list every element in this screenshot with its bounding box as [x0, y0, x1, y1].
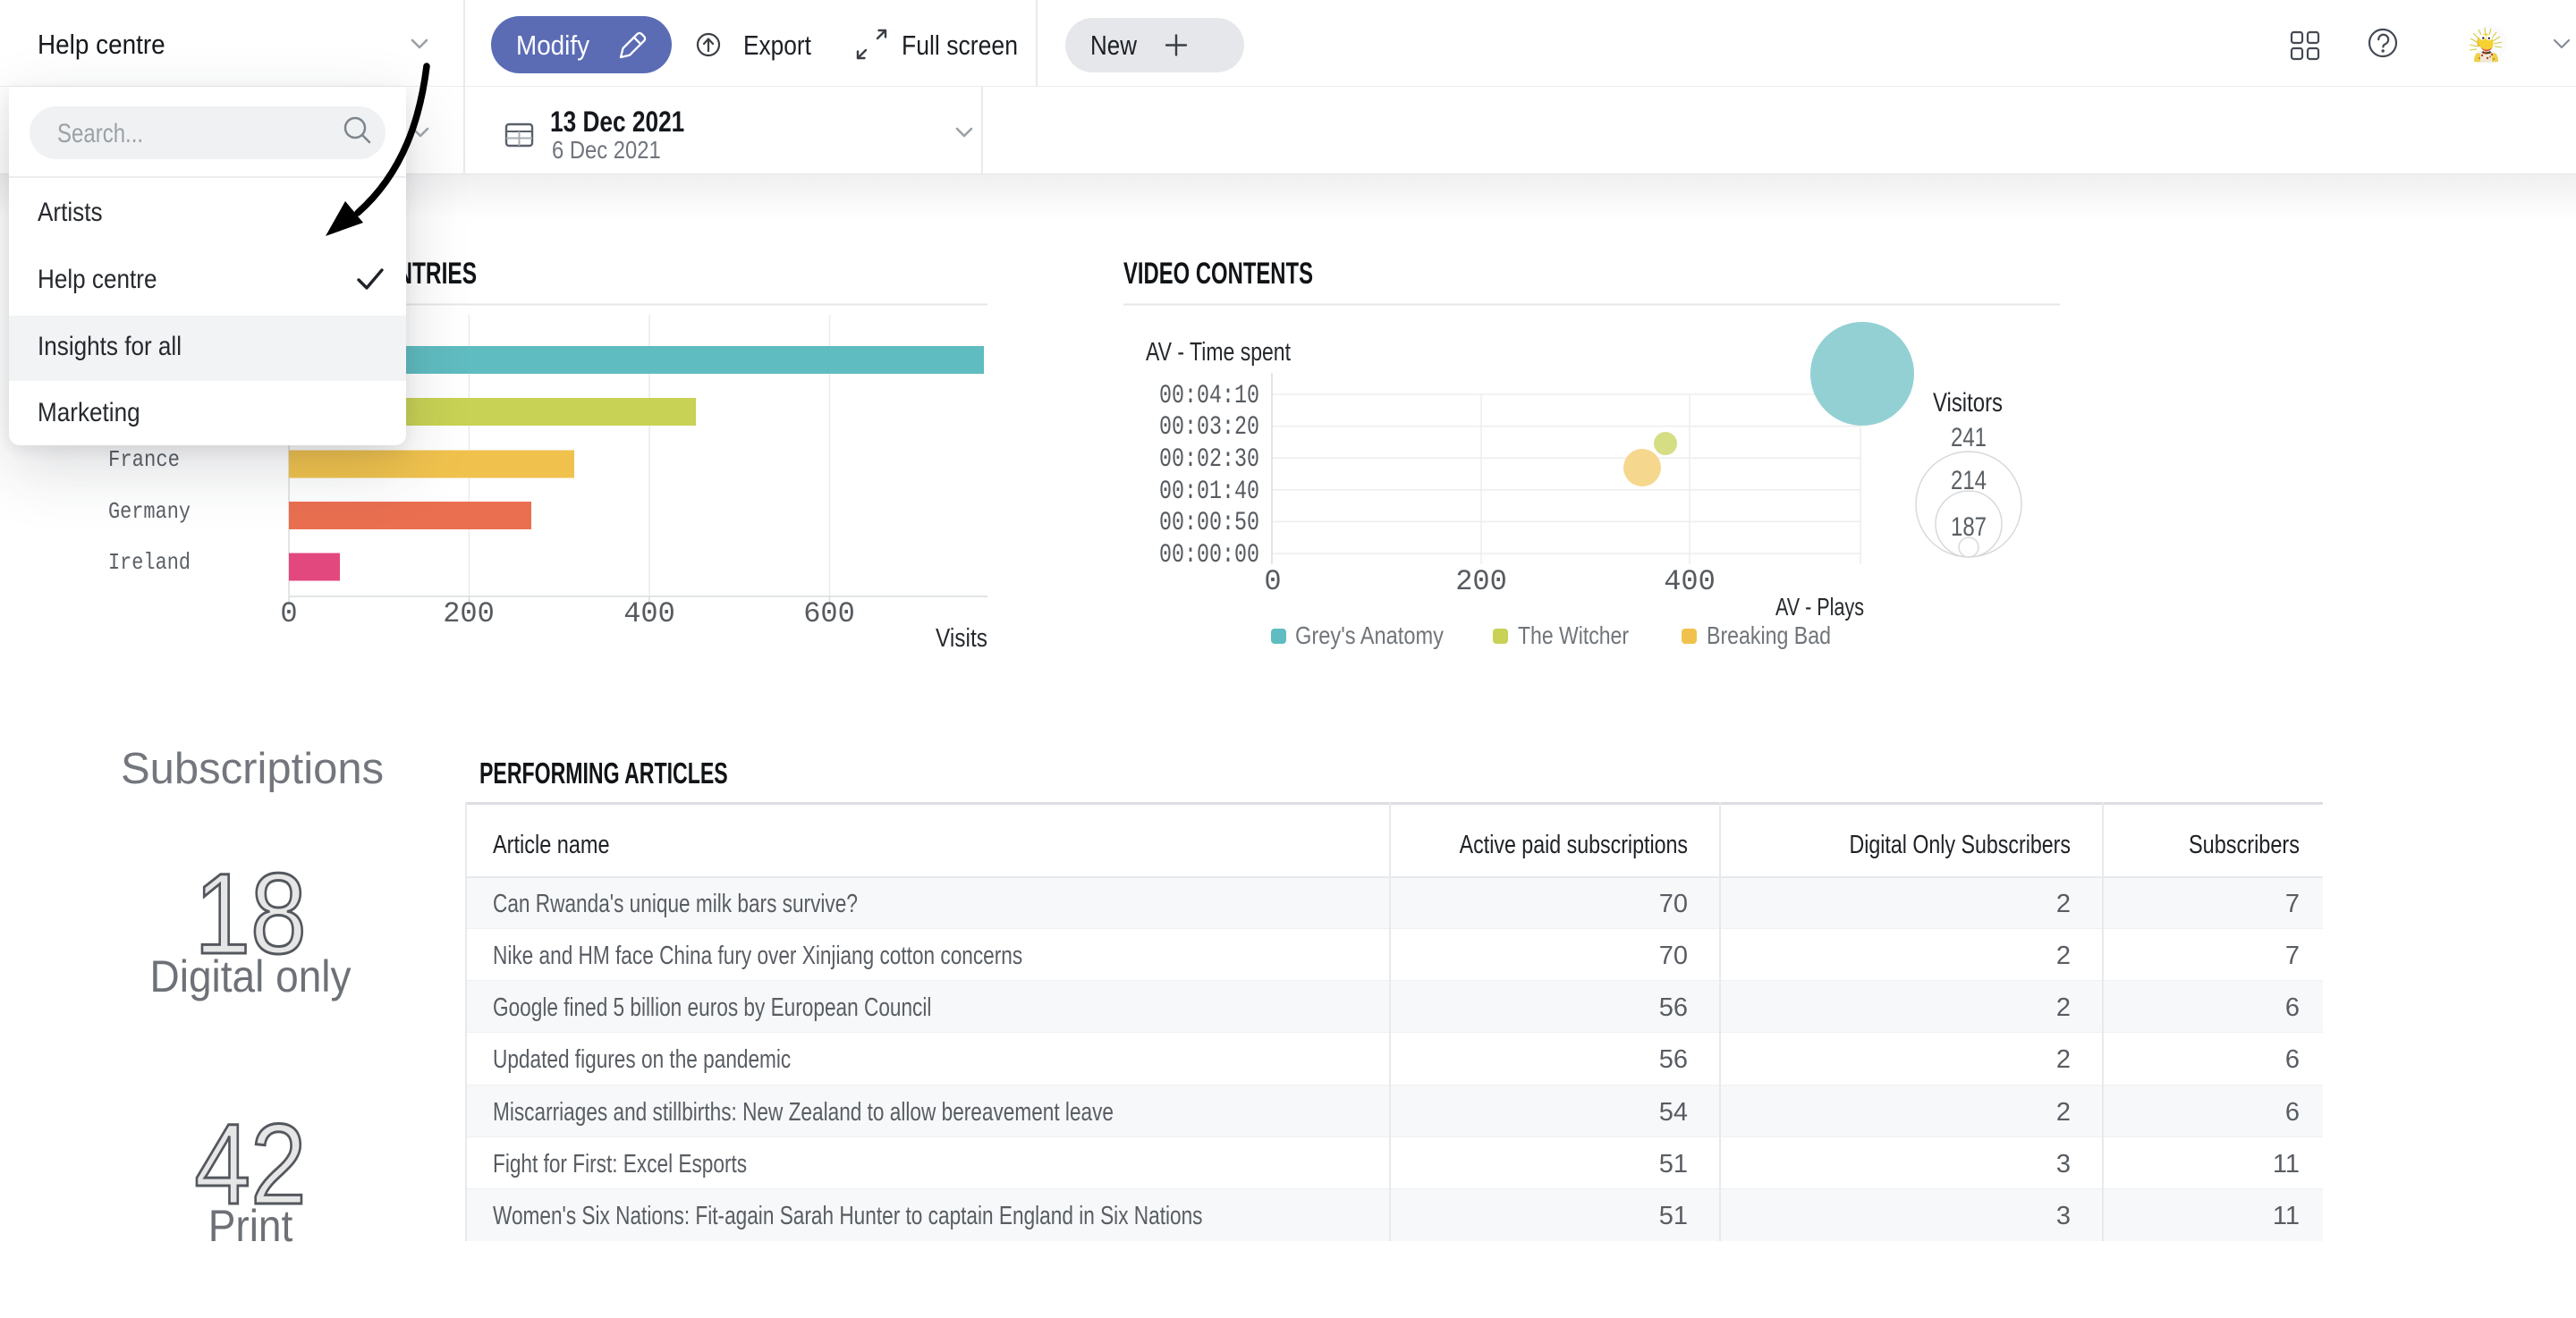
svg-text:France: France [108, 446, 180, 473]
svg-text:200: 200 [1455, 565, 1507, 598]
svg-text:Germany: Germany [108, 498, 191, 525]
svg-text:241: 241 [1951, 423, 1987, 452]
svg-text:400: 400 [623, 597, 675, 630]
svg-text:200: 200 [443, 597, 495, 630]
svg-text:AV - Time spent: AV - Time spent [1146, 338, 1291, 367]
svg-text:AV - Plays: AV - Plays [1775, 593, 1864, 621]
svg-text:0: 0 [280, 597, 297, 630]
svg-text:187: 187 [1951, 512, 1987, 542]
svg-text:00:01:40: 00:01:40 [1159, 477, 1259, 507]
svg-text:Breaking Bad: Breaking Bad [1707, 621, 1831, 649]
svg-text:Visits: Visits [936, 624, 987, 653]
svg-text:00:04:10: 00:04:10 [1159, 381, 1259, 411]
svg-text:600: 600 [803, 597, 855, 630]
svg-text:VIDEO CONTENTS: VIDEO CONTENTS [1123, 257, 1313, 291]
svg-text:00:03:20: 00:03:20 [1159, 412, 1259, 443]
svg-text:214: 214 [1951, 466, 1987, 495]
svg-text:0: 0 [1264, 565, 1281, 598]
svg-text:Visitors: Visitors [1933, 388, 2003, 418]
svg-text:00:00:00: 00:00:00 [1159, 540, 1259, 570]
svg-text:Ireland: Ireland [108, 549, 191, 576]
svg-text:00:00:50: 00:00:50 [1159, 508, 1259, 538]
svg-text:Grey's Anatomy: Grey's Anatomy [1295, 621, 1444, 649]
svg-text:00:02:30: 00:02:30 [1159, 444, 1259, 475]
svg-text:400: 400 [1664, 565, 1716, 598]
svg-text:The Witcher: The Witcher [1518, 621, 1629, 649]
